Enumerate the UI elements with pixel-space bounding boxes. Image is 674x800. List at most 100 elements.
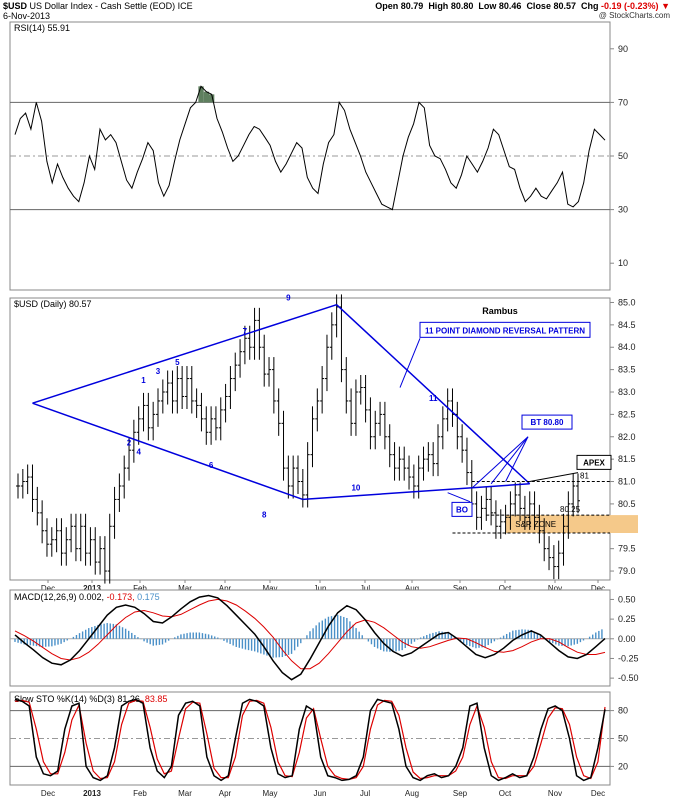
pivot-label-3: 3 xyxy=(156,367,161,376)
y-tick-label: 83.5 xyxy=(618,365,636,375)
x-tick-label: Apr xyxy=(219,584,232,593)
ohlc-readout: Open 80.79 High 80.80 Low 80.46 Close 80… xyxy=(375,1,670,11)
pivot-label-5: 5 xyxy=(175,358,180,367)
macd-legend-hist: 0.175 xyxy=(137,592,160,602)
sto-legend: Slow STO %K(14) %D(3) 81.26, 83.85 xyxy=(14,694,167,704)
pivot-label-10: 10 xyxy=(351,483,360,492)
bt-label-box xyxy=(521,414,573,430)
y-tick-label: -0.50 xyxy=(618,673,639,683)
macd-legend-macd: 0.002, xyxy=(79,592,107,602)
sto-legend-d: 83.85 xyxy=(145,694,168,704)
sto-legend-prefix: Slow STO %K(14) %D(3) xyxy=(14,694,117,704)
apex-pointer xyxy=(529,472,579,483)
y-tick-label: 90 xyxy=(618,44,628,54)
pivot-label-1: 1 xyxy=(141,376,146,385)
x-tick-label: Aug xyxy=(405,584,419,593)
y-tick-label: 30 xyxy=(618,205,628,215)
y-tick-label: 70 xyxy=(618,97,628,107)
macd-legend-signal: -0.173, xyxy=(107,592,138,602)
pattern-pointer xyxy=(399,338,421,388)
y-tick-label: 80 xyxy=(618,706,628,716)
x-tick-label: Jul xyxy=(360,584,370,593)
x-tick-label: Nov xyxy=(548,584,562,593)
sto-d-line xyxy=(14,699,606,781)
bt-pointer xyxy=(471,436,529,489)
x-tick-label: Dec xyxy=(41,584,55,593)
bo-pointer xyxy=(447,492,471,503)
x-tick-label: May xyxy=(262,584,277,593)
x-tick-label: Apr xyxy=(219,789,232,798)
bt-pointer xyxy=(505,436,529,482)
x-tick-label: May xyxy=(262,789,277,798)
x-tick-label: Sep xyxy=(453,789,468,798)
y-tick-label: 84.5 xyxy=(618,320,636,330)
y-tick-label: 79.0 xyxy=(618,566,636,576)
pivot-label-9: 9 xyxy=(286,293,291,302)
symbol-title: $USD US Dollar Index - Cash Settle (EOD)… xyxy=(3,1,193,11)
x-tick-label: 2013 xyxy=(83,584,101,593)
price-legend: $USD (Daily) 80.57 xyxy=(14,299,92,309)
rsi-overbought-fill xyxy=(198,86,204,103)
macd-signal-line xyxy=(14,598,606,670)
bo-label: BO xyxy=(456,505,468,514)
y-tick-label: -0.25 xyxy=(618,653,639,663)
x-tick-label: Mar xyxy=(178,584,192,593)
x-tick-label: Oct xyxy=(499,584,512,593)
y-tick-label: 50 xyxy=(618,734,628,744)
x-tick-label: 2013 xyxy=(83,789,101,798)
x-tick-label: Nov xyxy=(548,789,562,798)
sto-panel: 80 50 20 Slow STO %K(14) %D(3) 81.26, 83.85… xyxy=(9,691,628,798)
macd-line xyxy=(14,594,606,681)
x-tick-label: Jun xyxy=(314,789,327,798)
y-tick-label: 83.0 xyxy=(618,387,636,397)
pattern-label: 11 POINT DIAMOND REVERSAL PATTERN xyxy=(425,326,585,335)
rsi-overbought-fill xyxy=(209,94,215,103)
y-tick-label: 0.50 xyxy=(618,594,636,604)
y-tick-label: 50 xyxy=(618,151,628,161)
pivot-label-6: 6 xyxy=(209,461,214,470)
x-tick-label: Aug xyxy=(405,789,419,798)
level-8025-label: 80.25 xyxy=(560,505,581,514)
y-tick-label: 20 xyxy=(618,761,628,771)
y-tick-label: 85.0 xyxy=(618,297,636,307)
chart-header: $USD US Dollar Index - Cash Settle (EOD)… xyxy=(0,0,674,22)
watermark: @ StockCharts.com xyxy=(598,11,670,20)
x-tick-label: Dec xyxy=(591,584,605,593)
sto-legend-k: 81.26, xyxy=(117,694,145,704)
chart-annotation-title: Rambus xyxy=(482,306,518,316)
bo-label-box xyxy=(451,501,473,517)
y-tick-label: 10 xyxy=(618,258,628,268)
bt-label: BT 80.80 xyxy=(531,418,564,427)
apex-label-box xyxy=(576,454,612,470)
down-arrow-icon: ▼ xyxy=(661,1,670,11)
bt-pointer xyxy=(490,436,529,485)
y-tick-label: 79.5 xyxy=(618,544,636,554)
pivot-label-2: 2 xyxy=(127,439,132,448)
y-tick-label: 82.0 xyxy=(618,432,636,442)
diamond-lower-left xyxy=(32,402,304,501)
change-value: -0.19 (-0.23%) xyxy=(601,1,659,11)
macd-legend: MACD(12,26,9) 0.002, -0.173, 0.175 xyxy=(14,592,160,602)
x-tick-label: Jul xyxy=(360,789,370,798)
x-tick-label: Jun xyxy=(314,584,327,593)
pivot-label-11: 11 xyxy=(429,394,438,403)
x-tick-label: Mar xyxy=(178,789,192,798)
x-tick-label: Dec xyxy=(591,789,605,798)
x-tick-label: Feb xyxy=(133,789,147,798)
y-tick-label: 0.25 xyxy=(618,614,636,624)
chart-date: 6-Nov-2013 xyxy=(3,11,51,21)
y-tick-label: 81.0 xyxy=(618,477,636,487)
pivot-label-4: 4 xyxy=(136,448,141,457)
y-tick-label: 80.5 xyxy=(618,499,636,509)
rsi-line xyxy=(14,85,606,211)
y-tick-label: 0.00 xyxy=(618,634,636,644)
pivot-label-7: 7 xyxy=(243,327,248,336)
y-tick-label: 84.0 xyxy=(618,342,636,352)
pivot-label-8: 8 xyxy=(262,510,267,519)
apex-label: APEX xyxy=(583,458,605,467)
rsi-overbought-fill xyxy=(203,91,210,103)
macd-panel: 0.50 0.25 0.00 -0.25 -0.50 MACD(12,26,9) 0.00… xyxy=(9,589,639,687)
diamond-upper-right xyxy=(336,304,531,485)
x-tick-label: Oct xyxy=(499,789,512,798)
